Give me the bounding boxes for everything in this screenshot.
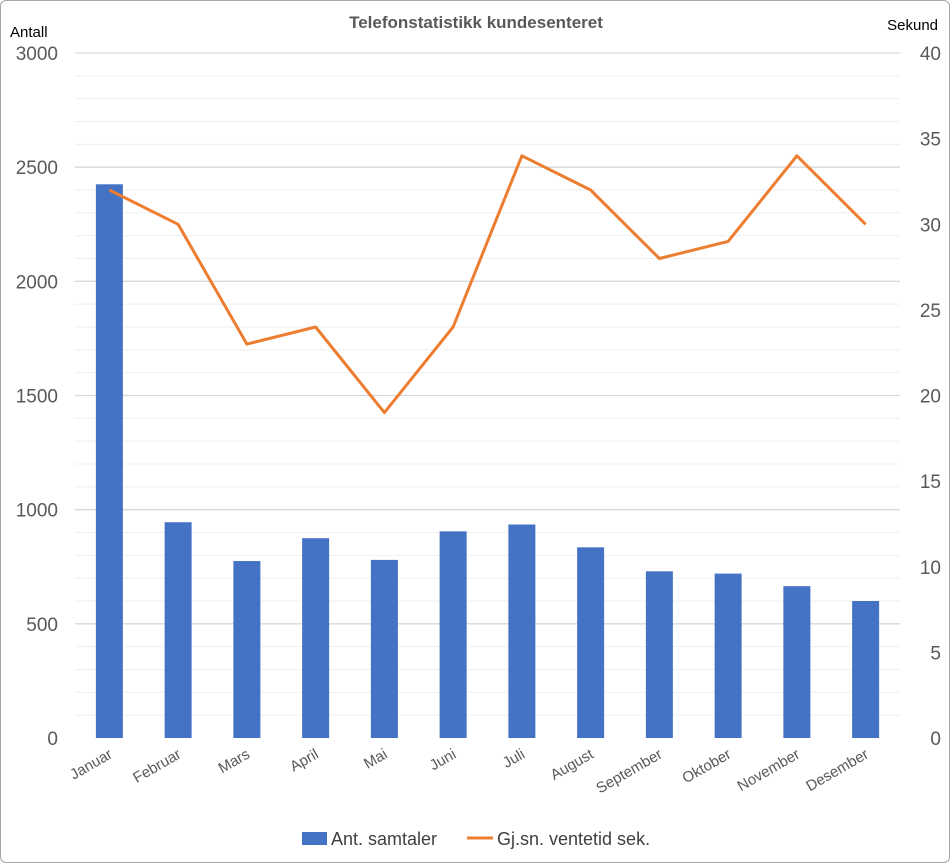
left-tick-label: 1500 [16,387,58,408]
bar-november [783,586,811,738]
x-tick-label: Februar [130,746,184,787]
left-tick-label: 2500 [16,158,58,179]
bar-mai [370,559,398,738]
right-tick-label: 35 [920,130,941,151]
bar-august [577,547,605,738]
left-tick-label: 500 [26,615,58,636]
bar-juni [439,531,467,738]
x-tick-label: Januar [67,746,115,784]
bar-september [645,571,673,738]
line-path [108,154,867,415]
left-tick-label: 0 [47,729,58,750]
right-tick-label: 15 [920,472,941,493]
right-axis-unit-label: Sekund [887,17,938,34]
legend-swatch-bar [302,832,327,845]
right-tick-label: 40 [920,44,941,65]
x-tick-label: April [287,746,321,776]
legend: Ant. samtaler Gj.sn. ventetid sek. [302,829,650,849]
x-tick-label: September [593,746,665,797]
x-tick-label: Oktober [679,746,734,787]
right-axis-ticks: 0 5 10 15 20 25 30 35 40 [920,44,941,750]
right-tick-label: 20 [920,387,941,408]
bar-februar [164,522,192,738]
chart-title: Telefonstatistikk kundesenteret [349,13,603,32]
bar-oktober [714,573,742,738]
x-axis-ticks: Januar Februar Mars April Mai Juni Juli AugustS… [67,745,871,797]
bar-april [302,538,330,738]
bar-desember [852,601,880,738]
bar-series [95,184,880,738]
bar-juli [508,524,536,738]
x-tick-label: Juni [427,746,459,774]
x-tick-label: Desember [803,746,871,795]
left-tick-label: 1000 [16,501,58,522]
major-gridlines [75,52,900,625]
left-axis-unit-label: Antall [10,24,48,41]
x-tick-label: Mars [215,746,252,777]
right-tick-label: 0 [930,729,941,750]
line-series [108,154,867,415]
x-tick-label: November [734,746,802,795]
left-tick-label: 2000 [16,272,58,293]
x-tick-label: August [548,745,598,783]
right-tick-label: 25 [920,301,941,322]
bar-januar [95,184,123,738]
left-tick-label: 3000 [16,44,58,65]
minor-gridlines [75,75,900,716]
x-tick-label: Juli [500,746,528,772]
left-axis-ticks: 0 500 1000 1500 2000 2500 3000 [16,44,58,750]
right-tick-label: 10 [920,558,941,579]
right-tick-label: 30 [920,215,941,236]
x-tick-label: Mai [361,746,390,773]
right-tick-label: 5 [930,643,941,664]
bar-mars [233,561,261,738]
legend-label-line: Gj.sn. ventetid sek. [497,829,650,849]
legend-label-bar: Ant. samtaler [331,829,437,849]
